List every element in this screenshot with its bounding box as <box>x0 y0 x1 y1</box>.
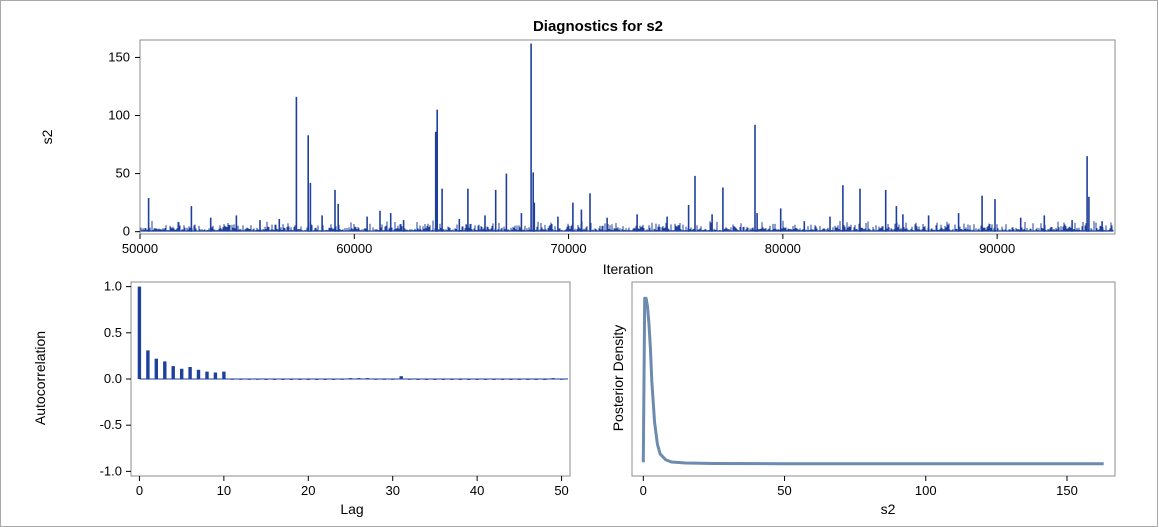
autocorrelation-x-tick-label: 0 <box>136 483 143 498</box>
trace-y-tick-label: 0 <box>123 224 130 239</box>
autocorrelation-bar <box>315 379 319 380</box>
density-line <box>641 296 1104 466</box>
density-axes: 0 50 100 150 <box>640 476 1078 498</box>
autocorrelation-plot: 0 10 20 30 40 50 1.0 0.5 0.0 -0.5 -1.0 Lag Autocor… <box>32 279 571 517</box>
trace-y-tick-label: 150 <box>108 49 130 64</box>
autocorrelation-bar <box>458 379 462 380</box>
trace-series <box>140 43 1114 232</box>
autocorrelation-bar <box>500 379 505 380</box>
autocorrelation-axes: 0 10 20 30 40 50 1.0 0.5 0.0 -0.5 -1.0 <box>100 279 569 498</box>
autocorrelation-bar <box>281 379 285 380</box>
autocorrelation-bar <box>391 379 395 380</box>
autocorrelation-bars <box>137 286 568 380</box>
autocorrelation-bar <box>433 379 437 380</box>
autocorrelation-bar <box>213 372 218 379</box>
autocorrelation-x-tick-label: 20 <box>301 483 315 498</box>
trace-plot: 50000 60000 70000 80000 90000 0 50 100 150 Itera… <box>39 39 1116 277</box>
autocorrelation-bar <box>323 379 327 380</box>
autocorrelation-bar <box>450 379 454 380</box>
autocorrelation-bar <box>331 379 336 380</box>
autocorrelation-bar <box>441 379 446 380</box>
autocorrelation-y-tick-label: -0.5 <box>100 417 122 432</box>
autocorrelation-bar <box>230 379 234 380</box>
autocorrelation-bar <box>424 379 429 380</box>
autocorrelation-bar <box>222 371 226 379</box>
density-curve <box>641 296 1104 466</box>
trace-x-tick-label: 60000 <box>336 241 372 256</box>
autocorrelation-bar <box>416 379 420 380</box>
autocorrelation-x-axis-label: Lag <box>340 501 363 517</box>
autocorrelation-bar <box>483 379 488 380</box>
autocorrelation-bar <box>475 379 479 380</box>
trace-plot-area <box>139 39 1116 235</box>
autocorrelation-x-tick-label: 50 <box>554 483 568 498</box>
autocorrelation-bar <box>374 379 378 380</box>
autocorrelation-bar <box>298 379 302 380</box>
autocorrelation-bar <box>534 379 538 380</box>
autocorrelation-bar <box>163 361 167 379</box>
autocorrelation-bar <box>196 369 201 379</box>
autocorrelation-bar <box>348 378 353 379</box>
density-y-axis-label: Posterior Density <box>610 325 626 432</box>
autocorrelation-y-axis-label: Autocorrelation <box>32 331 48 425</box>
autocorrelation-bar <box>559 379 564 380</box>
autocorrelation-bar <box>146 350 150 379</box>
autocorrelation-x-tick-label: 40 <box>470 483 484 498</box>
autocorrelation-bar <box>365 378 370 379</box>
autocorrelation-bar <box>137 286 142 379</box>
autocorrelation-bar <box>171 366 175 379</box>
autocorrelation-y-tick-label: -1.0 <box>100 463 122 478</box>
autocorrelation-bar <box>340 379 344 380</box>
autocorrelation-bar <box>205 371 209 379</box>
autocorrelation-bar <box>551 378 555 379</box>
autocorrelation-bar <box>239 379 243 380</box>
density-x-tick-label: 100 <box>915 483 937 498</box>
autocorrelation-bar <box>543 379 547 380</box>
trace-x-tick-label: 50000 <box>122 241 158 256</box>
autocorrelation-bar <box>264 379 268 380</box>
autocorrelation-bar <box>509 379 513 380</box>
autocorrelation-bar <box>407 379 412 380</box>
trace-y-tick-label: 100 <box>108 108 130 123</box>
autocorrelation-bar <box>247 379 251 380</box>
density-x-axis-label: s2 <box>881 501 896 517</box>
autocorrelation-bar <box>382 379 386 380</box>
autocorrelation-bar <box>467 379 471 380</box>
trace-x-tick-label: 70000 <box>550 241 586 256</box>
density-x-tick-label: 150 <box>1056 483 1078 498</box>
autocorrelation-x-tick-label: 30 <box>385 483 399 498</box>
autocorrelation-bar <box>526 379 530 380</box>
autocorrelation-bar <box>399 376 403 379</box>
autocorrelation-bar <box>357 378 361 379</box>
density-plot-area <box>631 281 1116 477</box>
trace-y-axis-label: s2 <box>39 129 55 144</box>
autocorrelation-bar <box>492 379 496 380</box>
trace-x-tick-label: 90000 <box>979 241 1015 256</box>
autocorrelation-bar <box>306 379 310 380</box>
autocorrelation-bar <box>289 379 294 380</box>
trace-x-axis-label: Iteration <box>603 261 654 277</box>
autocorrelation-y-tick-label: 0.5 <box>104 325 122 340</box>
autocorrelation-bar <box>180 368 184 379</box>
density-x-tick-label: 50 <box>777 483 791 498</box>
autocorrelation-y-tick-label: 0.0 <box>104 371 122 386</box>
trace-axes: 50000 60000 70000 80000 90000 0 50 100 150 <box>108 49 1015 256</box>
autocorrelation-bar <box>272 379 277 380</box>
autocorrelation-x-tick-label: 10 <box>217 483 231 498</box>
trace-y-tick-label: 50 <box>116 166 130 181</box>
autocorrelation-bar <box>255 379 260 380</box>
figure-title: Diagnostics for s2 <box>533 18 663 35</box>
autocorrelation-bar <box>517 379 521 380</box>
autocorrelation-bar <box>154 358 158 379</box>
trace-x-tick-label: 80000 <box>765 241 801 256</box>
autocorrelation-y-tick-label: 1.0 <box>104 279 122 294</box>
density-x-tick-label: 0 <box>640 483 647 498</box>
autocorrelation-bar <box>188 367 192 379</box>
posterior-density-plot: 0 50 100 150 s2 Posterior Density <box>610 281 1116 517</box>
